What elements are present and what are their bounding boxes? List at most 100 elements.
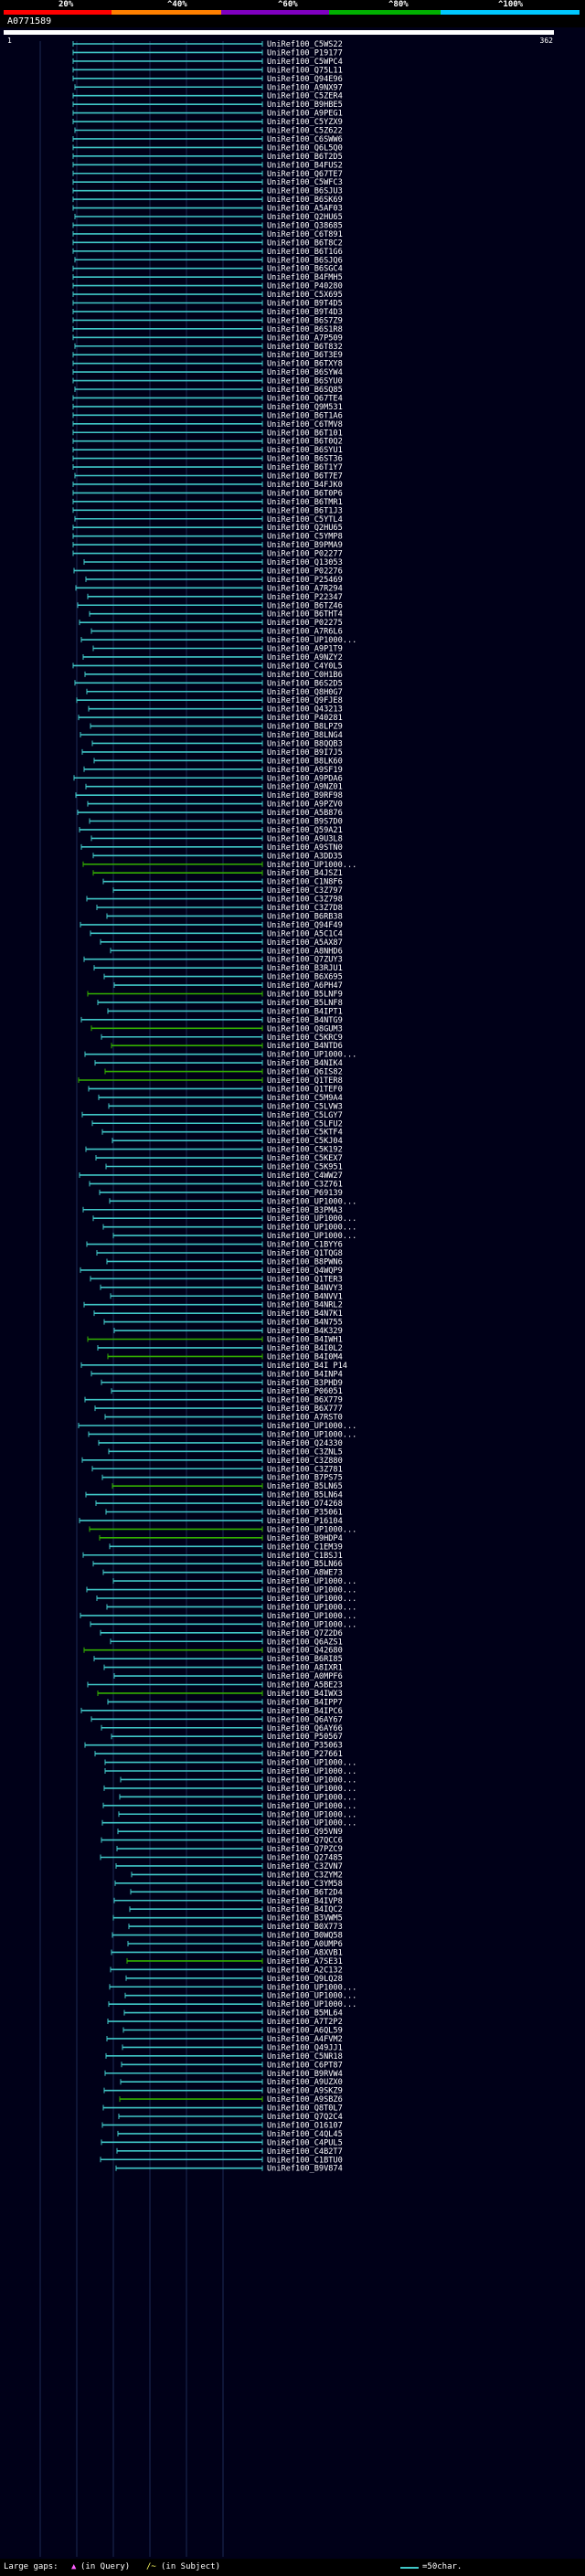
hit-label[interactable]: UniRef100_B6SGC4 xyxy=(267,265,343,274)
hit-label[interactable]: UniRef100_B5LNF9 xyxy=(267,991,343,1000)
hit-label[interactable]: UniRef100_B4FUS2 xyxy=(267,161,343,170)
hit-label[interactable]: UniRef100_Q7Z2D6 xyxy=(267,1629,343,1638)
hit-label[interactable]: UniRef100_B9V874 xyxy=(267,2165,343,2174)
hit-label[interactable]: UniRef100_C5LFU2 xyxy=(267,1119,343,1129)
hit-row[interactable]: UniRef100_C4QL45 xyxy=(117,2130,343,2139)
hit-label[interactable]: UniRef100_P19177 xyxy=(267,48,343,58)
hit-row[interactable]: UniRef100_B9T4D3 xyxy=(72,308,343,317)
hit-label[interactable]: UniRef100_B4N7K1 xyxy=(267,1309,343,1319)
hit-row[interactable]: UniRef100_B6X695 xyxy=(103,973,343,982)
hit-label[interactable]: UniRef100_C0H1B6 xyxy=(267,671,343,680)
hit-row[interactable]: UniRef100_C1BTU0 xyxy=(100,2156,343,2165)
hit-row[interactable]: UniRef100_B5LN65 xyxy=(112,1482,343,1491)
hit-label[interactable]: UniRef100_Q7Q2C4 xyxy=(267,2113,343,2122)
hit-row[interactable]: UniRef100_B4N755 xyxy=(103,1319,343,1328)
hit-row[interactable]: UniRef100_A9STN0 xyxy=(80,843,343,853)
hit-label[interactable]: UniRef100_C5M9A4 xyxy=(267,1094,343,1103)
hit-row[interactable]: UniRef100_A6QL59 xyxy=(122,2027,343,2036)
hit-label[interactable]: UniRef100_Q38685 xyxy=(267,221,343,230)
hit-row[interactable]: UniRef100_C5K192 xyxy=(85,1146,343,1155)
hit-label[interactable]: UniRef100_Q7PZC9 xyxy=(267,1845,343,1854)
hit-label[interactable]: UniRef100_UP1000... xyxy=(267,1759,356,1768)
hit-label[interactable]: UniRef100_Q95VN9 xyxy=(267,1828,343,1837)
hit-label[interactable]: UniRef100_B4FJK0 xyxy=(267,481,343,490)
hit-row[interactable]: UniRef100_A7R294 xyxy=(75,584,343,593)
hit-label[interactable]: UniRef100_B6T101 xyxy=(267,429,343,438)
hit-row[interactable]: UniRef100_B4FJK0 xyxy=(72,481,343,490)
hit-label[interactable]: UniRef100_B6T1A6 xyxy=(267,411,343,420)
hit-row[interactable]: UniRef100_Q6L5Q0 xyxy=(72,143,343,153)
hit-row[interactable]: UniRef100_P25469 xyxy=(85,576,343,585)
hit-row[interactable]: UniRef100_Q7Q2C4 xyxy=(118,2113,343,2122)
hit-label[interactable]: UniRef100_A9P1T9 xyxy=(267,645,343,654)
hit-row[interactable]: UniRef100_B6S2D5 xyxy=(74,679,343,688)
hit-label[interactable]: UniRef100_B3PHD9 xyxy=(267,1379,343,1388)
hit-row[interactable]: UniRef100_B6X779 xyxy=(84,1396,343,1405)
hit-label[interactable]: UniRef100_UP1000... xyxy=(267,1793,356,1802)
hit-label[interactable]: UniRef100_C1BTU0 xyxy=(267,2156,343,2165)
hit-row[interactable]: UniRef100_B8QQB3 xyxy=(91,739,343,748)
hit-label[interactable]: UniRef100_B4NTD6 xyxy=(267,1042,343,1051)
hit-row[interactable]: UniRef100_O16107 xyxy=(101,2121,343,2130)
hit-label[interactable]: UniRef100_P50567 xyxy=(267,1733,343,1742)
hit-label[interactable]: UniRef100_B6TMR1 xyxy=(267,498,343,507)
hit-row[interactable]: UniRef100_UP1000... xyxy=(124,1992,356,2001)
hit-label[interactable]: UniRef100_B5LN64 xyxy=(267,1491,343,1500)
hit-label[interactable]: UniRef100_C1EM39 xyxy=(267,1542,343,1552)
hit-label[interactable]: UniRef100_UP1000... xyxy=(267,1224,356,1233)
hit-row[interactable]: UniRef100_B5LN66 xyxy=(92,1560,343,1569)
hit-row[interactable]: UniRef100_UP1000... xyxy=(80,636,356,645)
hit-row[interactable]: UniRef100_UP1000... xyxy=(90,1620,356,1629)
hit-row[interactable]: UniRef100_C3Z781 xyxy=(91,1465,343,1474)
hit-label[interactable]: UniRef100_C6TMV8 xyxy=(267,420,343,429)
hit-label[interactable]: UniRef100_B4NVY3 xyxy=(267,1284,343,1293)
hit-row[interactable]: UniRef100_UP1000... xyxy=(89,1525,356,1534)
hit-row[interactable]: UniRef100_B6RI85 xyxy=(93,1655,343,1664)
hit-row[interactable]: UniRef100_C6PT87 xyxy=(121,2061,343,2070)
hit-row[interactable]: UniRef100_B4K329 xyxy=(113,1327,343,1336)
hit-label[interactable]: UniRef100_Q1TER8 xyxy=(267,1076,343,1086)
hit-row[interactable]: UniRef100_B4NTD6 xyxy=(111,1042,343,1051)
hit-label[interactable]: UniRef100_B0X773 xyxy=(267,1923,343,1932)
hit-row[interactable]: UniRef100_C3Z880 xyxy=(81,1457,343,1466)
hit-label[interactable]: UniRef100_UP1000... xyxy=(267,1785,356,1794)
hit-row[interactable]: UniRef100_UP1000... xyxy=(78,1422,356,1431)
hit-row[interactable]: UniRef100_UP1000... xyxy=(96,1595,356,1604)
hit-row[interactable]: UniRef100_A9NZ01 xyxy=(85,783,343,792)
hit-label[interactable]: UniRef100_Q6AZS1 xyxy=(267,1638,343,1647)
hit-row[interactable]: UniRef100_UP1000... xyxy=(104,1759,356,1768)
hit-label[interactable]: UniRef100_Q94E96 xyxy=(267,75,343,84)
hit-row[interactable]: UniRef100_A9PEG1 xyxy=(72,110,343,119)
hit-row[interactable]: UniRef100_Q59A21 xyxy=(79,826,343,835)
hit-row[interactable]: UniRef100_B4IPP7 xyxy=(107,1698,343,1707)
hit-label[interactable]: UniRef100_B6T0Q2 xyxy=(267,438,343,447)
hit-label[interactable]: UniRef100_B6T2D5 xyxy=(267,153,343,162)
hit-row[interactable]: UniRef100_B4I0L2 xyxy=(97,1344,343,1353)
hit-row[interactable]: UniRef100_B9T4D5 xyxy=(72,300,343,309)
hit-label[interactable]: UniRef100_UP1000... xyxy=(267,1983,356,1992)
hit-label[interactable]: UniRef100_Q27485 xyxy=(267,1854,343,1863)
hit-label[interactable]: UniRef100_A9U3L8 xyxy=(267,834,343,843)
hit-label[interactable]: UniRef100_P02275 xyxy=(267,619,343,628)
hit-row[interactable]: UniRef100_Q24330 xyxy=(98,1439,343,1448)
hit-row[interactable]: UniRef100_Q75L11 xyxy=(72,66,343,75)
hit-row[interactable]: UniRef100_Q49JJ1 xyxy=(122,2043,343,2052)
hit-row[interactable]: UniRef100_Q7PZC9 xyxy=(116,1845,343,1854)
hit-row[interactable]: UniRef100_B6T0P6 xyxy=(72,489,343,498)
hit-label[interactable]: UniRef100_C3Z7D8 xyxy=(267,904,343,913)
hit-label[interactable]: UniRef100_B6SJU3 xyxy=(267,187,343,196)
hit-label[interactable]: UniRef100_A9UZX0 xyxy=(267,2078,343,2087)
hit-label[interactable]: UniRef100_UP1000... xyxy=(267,1810,356,1819)
hit-label[interactable]: UniRef100_B6ST36 xyxy=(267,455,343,464)
hit-row[interactable]: UniRef100_UP1000... xyxy=(80,1612,356,1621)
hit-row[interactable]: UniRef100_C3ZNL5 xyxy=(108,1447,343,1457)
hit-label[interactable]: UniRef100_B8LK60 xyxy=(267,757,343,766)
hit-row[interactable]: UniRef100_Q9FJE8 xyxy=(76,696,343,705)
hit-row[interactable]: UniRef100_Q1TER8 xyxy=(78,1076,343,1086)
hit-label[interactable]: UniRef100_UP1000... xyxy=(267,1776,356,1785)
hit-row[interactable]: UniRef100_A2C132 xyxy=(110,1966,343,1975)
hit-row[interactable]: UniRef100_C3YM58 xyxy=(114,1880,343,1889)
hit-row[interactable]: UniRef100_C5LFU2 xyxy=(91,1119,343,1129)
hit-row[interactable]: UniRef100_B6T832 xyxy=(74,343,343,352)
hit-row[interactable]: UniRef100_A9U3L8 xyxy=(90,834,343,843)
